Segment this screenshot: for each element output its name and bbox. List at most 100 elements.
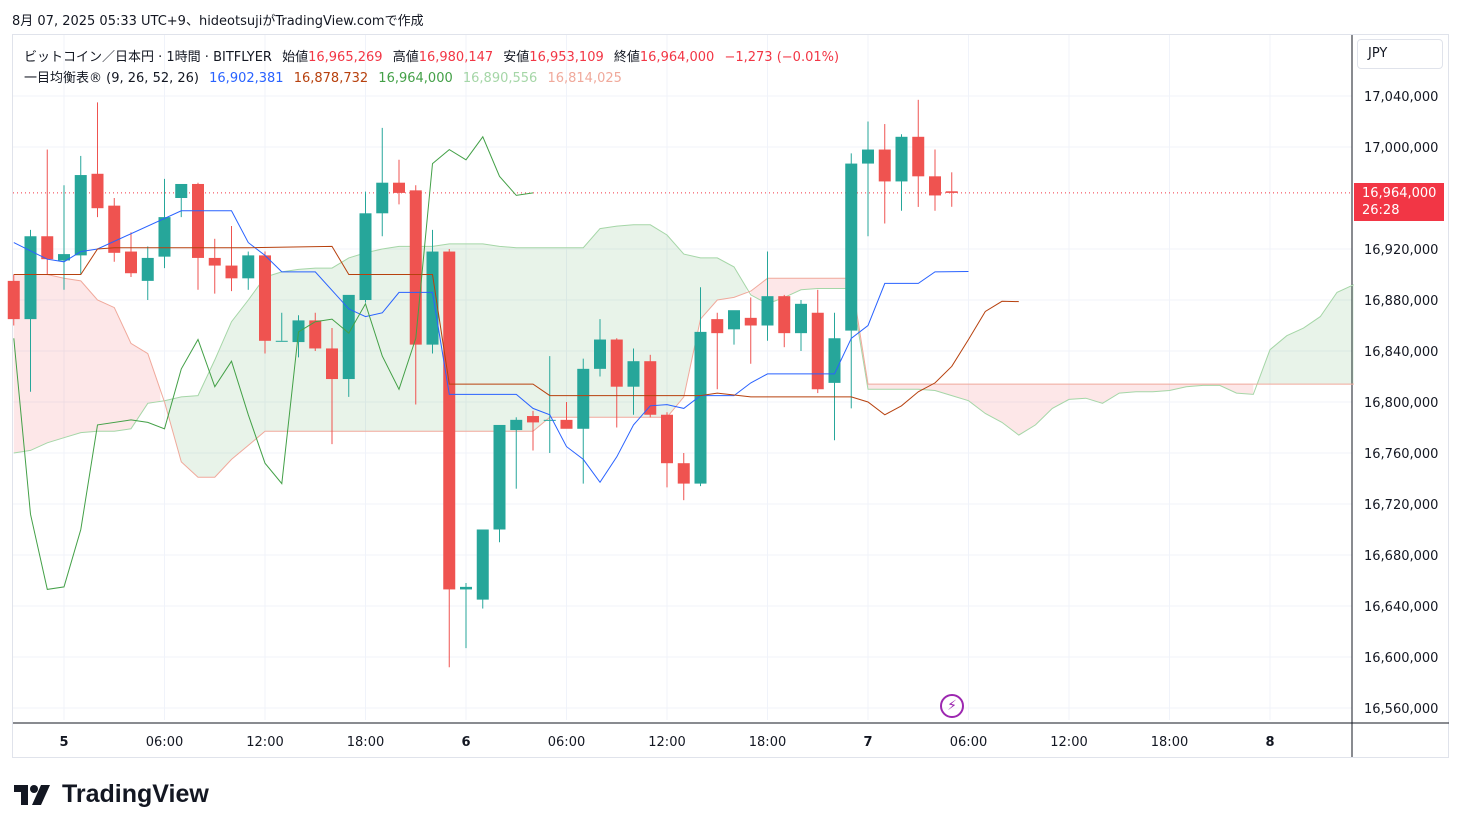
tradingview-mark-icon [14,784,50,805]
y-tick-label: 16,720,000 [1364,498,1438,513]
candle-body [342,294,355,380]
candle-body [7,280,20,320]
candle-body [728,310,740,330]
candle-body [694,331,707,484]
candle-body [91,173,104,209]
y-tick-label: 16,600,000 [1364,651,1438,666]
candle-body [862,149,874,164]
candle-body [259,255,271,341]
x-tick-label: 12:00 [246,735,283,750]
candle-body [610,339,623,387]
candle-body [359,213,372,300]
candle-body [242,255,255,279]
x-tick-label: 18:00 [749,735,786,750]
candle-body [560,419,573,429]
kumo-cloud [164,224,747,478]
candle-body [326,348,338,380]
candle-body [292,320,305,343]
high-value: 16,980,147 [418,50,494,65]
currency-selector[interactable]: JPY [1357,39,1443,69]
indicator-params: (9, 26, 52, 26) [106,71,199,86]
candle-body [192,183,204,258]
ichimoku-legend: 一目均衡表® (9, 26, 52, 26) 16,902,381 16,878… [24,67,622,86]
ohlc-legend: ビットコイン／日本円 · 1時間 · BITFLYER 始値16,965,269… [24,46,839,65]
candle-body [309,320,322,349]
chart-frame [12,34,1449,758]
x-tick-label: 7 [863,735,872,750]
candle-body [577,368,590,429]
candle-body [510,419,523,431]
candle-body [795,303,807,334]
x-tick-label: 06:00 [146,735,183,750]
kumo-cloud [750,278,1254,436]
x-tick-label: 12:00 [1050,735,1087,750]
candle-body [208,257,221,266]
y-tick-label: 16,920,000 [1364,243,1438,258]
y-tick-label: 16,760,000 [1364,447,1438,462]
chikou-value: 16,964,000 [378,71,453,86]
span-a-value: 16,890,556 [462,71,538,86]
indicator-name[interactable]: 一目均衡表® [24,71,103,86]
symbol-label[interactable]: ビットコイン／日本円 · 1時間 · BITFLYER [24,50,272,65]
y-tick-label: 16,640,000 [1364,600,1438,615]
candle-body [225,265,238,279]
candle-body [443,251,456,590]
candle-body [275,340,288,342]
span-b-value: 16,814,025 [547,71,622,86]
x-tick-label: 8 [1265,735,1274,750]
candle-body [912,136,925,177]
candle-body [661,414,673,464]
candle-body [476,529,489,600]
kumo-cloud [13,274,161,453]
candle-body [108,205,121,253]
candle-body [393,182,405,193]
candle-body [74,175,87,256]
open-value: 16,965,269 [308,50,383,65]
candle-body [426,251,439,345]
candle-body [41,236,54,260]
lightning-icon[interactable]: ⚡ [940,694,964,718]
candle-body [811,312,824,390]
low-value: 16,953,109 [529,50,604,65]
chikou-line [13,135,534,590]
y-tick-label: 16,680,000 [1364,549,1438,564]
y-tick-label: 16,560,000 [1364,702,1438,717]
current-price-tag: 16,964,000 26:28 [1354,183,1444,221]
tenkan-line [13,210,969,484]
candle-body [543,419,556,421]
brand-name: TradingView [62,780,209,808]
candle-body [677,463,690,484]
y-tick-label: 16,800,000 [1364,396,1438,411]
candle-body [376,182,389,214]
close-value: 16,964,000 [639,50,715,65]
kumo-cloud [1257,284,1354,385]
candle-body [158,217,171,257]
countdown-label: 26:28 [1362,203,1400,218]
candle-body [778,296,791,334]
x-tick-label: 5 [59,735,68,750]
candle-body [594,339,606,369]
y-tick-label: 17,000,000 [1364,141,1438,156]
candle-body [945,191,958,193]
candle-body [711,319,724,334]
candle-body [878,149,891,182]
tradingview-logo[interactable]: TradingView [14,780,209,809]
low-label: 安値 [503,50,530,65]
candle-body [409,190,422,345]
candle-body [644,361,657,415]
x-tick-label: 18:00 [347,735,384,750]
x-tick-label: 06:00 [548,735,585,750]
candle-body [744,317,757,326]
open-label: 始値 [282,50,309,65]
candle-body [141,257,154,281]
candle-body [895,136,908,182]
kijun-value: 16,878,732 [293,71,369,86]
candle-body [460,586,472,590]
candle-body [761,296,774,326]
x-tick-label: 6 [461,735,470,750]
candle-body [527,416,539,423]
kijun-line [13,245,1019,416]
x-tick-label: 12:00 [648,735,685,750]
candle-body [929,176,941,196]
